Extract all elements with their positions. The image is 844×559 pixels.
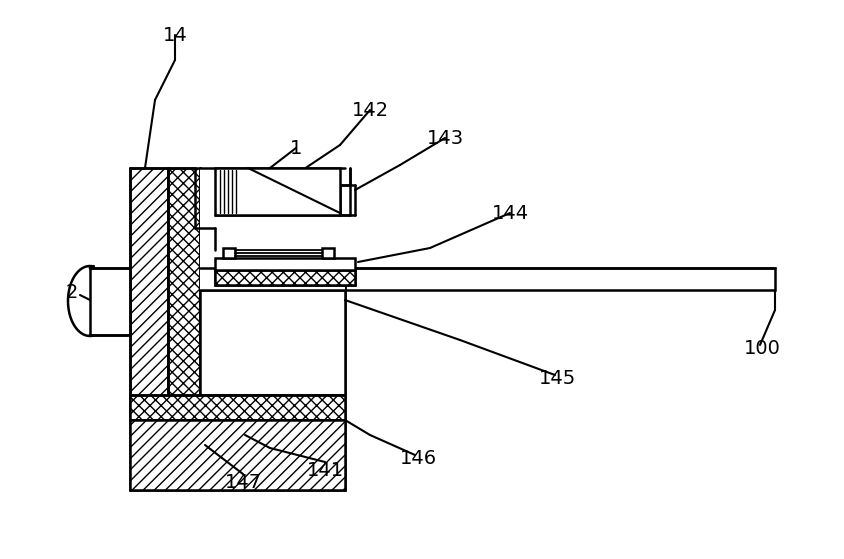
Text: 142: 142 xyxy=(351,101,388,120)
Bar xyxy=(90,268,130,335)
Text: 1: 1 xyxy=(289,139,302,158)
Polygon shape xyxy=(130,420,344,490)
Bar xyxy=(322,248,333,258)
Text: 145: 145 xyxy=(538,368,576,387)
Bar xyxy=(344,268,774,290)
Bar xyxy=(200,290,344,395)
Text: 141: 141 xyxy=(306,461,344,480)
Polygon shape xyxy=(214,270,354,285)
Text: 143: 143 xyxy=(426,129,463,148)
Text: 144: 144 xyxy=(491,203,528,222)
Bar xyxy=(214,258,354,270)
Text: 100: 100 xyxy=(743,339,780,358)
Text: 2: 2 xyxy=(66,282,78,301)
Bar xyxy=(214,168,339,215)
Polygon shape xyxy=(130,168,168,420)
Text: 147: 147 xyxy=(225,472,262,491)
Bar xyxy=(200,168,344,290)
Bar xyxy=(223,248,235,258)
Text: 14: 14 xyxy=(162,26,187,45)
Polygon shape xyxy=(130,395,344,420)
Text: 146: 146 xyxy=(399,448,436,467)
Polygon shape xyxy=(168,168,200,420)
